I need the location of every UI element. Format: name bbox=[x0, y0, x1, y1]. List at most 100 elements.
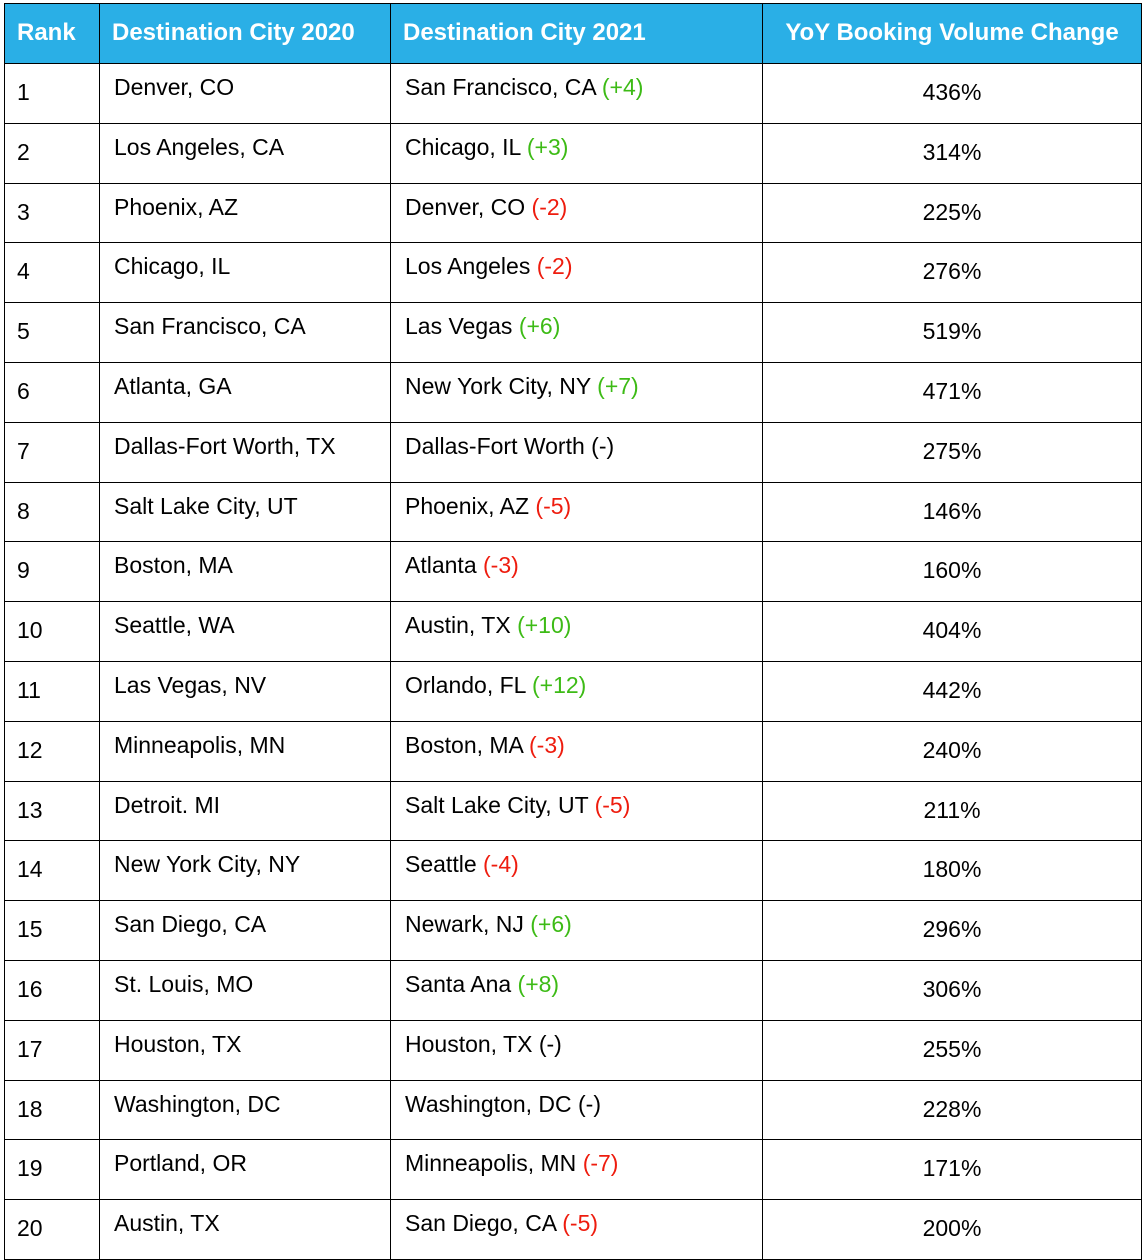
rank-change-badge: (+10) bbox=[517, 612, 572, 639]
rank-change-badge: (+6) bbox=[530, 911, 572, 938]
rank-change-badge: (+7) bbox=[597, 372, 639, 399]
yoy-change-cell: 404% bbox=[762, 601, 1142, 662]
city-2021-name: Phoenix, AZ bbox=[405, 492, 530, 519]
city-2020-cell: Atlanta, GA bbox=[99, 361, 391, 423]
city-2021-name: Boston, MA bbox=[405, 731, 523, 758]
city-2021-name: San Diego, CA bbox=[405, 1210, 556, 1237]
yoy-change-cell: 228% bbox=[762, 1079, 1142, 1141]
city-2020-cell: Las Vegas, NV bbox=[99, 660, 391, 722]
header-yoy-change: YoY Booking Volume Change bbox=[762, 3, 1142, 64]
table-row: 4 Chicago, IL Los Angeles (-2) 276% bbox=[4, 242, 1142, 304]
city-2021-name: Las Vegas bbox=[405, 313, 513, 340]
city-2021-cell: Las Vegas (+6) bbox=[390, 302, 763, 363]
city-2020-cell: Detroit. MI bbox=[99, 780, 391, 842]
yoy-change-cell: 276% bbox=[762, 242, 1142, 304]
city-2021-name: Washington, DC bbox=[405, 1090, 572, 1117]
rank-change-badge: (+4) bbox=[601, 74, 644, 100]
table-row: 11 Las Vegas, NV Orlando, FL (+12) 442% bbox=[4, 660, 1142, 722]
table-row: 14 New York City, NY Seattle (-4) 180% bbox=[4, 840, 1142, 902]
table-header: Rank Destination City 2020 Destination C… bbox=[4, 3, 1142, 64]
city-2021-name: Salt Lake City, UT bbox=[405, 791, 589, 818]
yoy-change-cell: 180% bbox=[762, 840, 1142, 902]
city-2021-cell: Boston, MA (-3) bbox=[390, 720, 763, 782]
city-2021-name: Austin, TX bbox=[405, 612, 511, 639]
header-row: Rank Destination City 2020 Destination C… bbox=[4, 3, 1142, 64]
rank-cell: 17 bbox=[4, 1019, 100, 1081]
rank-cell: 3 bbox=[4, 182, 100, 244]
rank-cell: 9 bbox=[4, 541, 100, 603]
yoy-change-cell: 200% bbox=[762, 1199, 1142, 1260]
city-2020-cell: Houston, TX bbox=[99, 1019, 391, 1081]
rank-cell: 20 bbox=[4, 1199, 100, 1260]
rank-cell: 16 bbox=[4, 959, 100, 1021]
rank-change-badge: (-2) bbox=[531, 193, 568, 220]
rank-cell: 19 bbox=[4, 1139, 100, 1201]
city-2021-name: Denver, CO bbox=[405, 193, 526, 220]
city-2021-cell: Newark, NJ (+6) bbox=[390, 900, 763, 961]
city-2020-cell: New York City, NY bbox=[99, 840, 391, 902]
table-row: 13 Detroit. MI Salt Lake City, UT (-5) 211% bbox=[4, 780, 1142, 842]
yoy-change-cell: 471% bbox=[762, 361, 1142, 423]
yoy-change-cell: 225% bbox=[762, 182, 1142, 244]
yoy-change-cell: 275% bbox=[762, 421, 1142, 483]
yoy-change-cell: 240% bbox=[762, 720, 1142, 782]
rank-cell: 2 bbox=[4, 122, 100, 184]
table-row: 10 Seattle, WA Austin, TX (+10) 404% bbox=[4, 601, 1142, 662]
table-row: 20 Austin, TX San Diego, CA (-5) 200% bbox=[4, 1199, 1142, 1260]
table-row: 8 Salt Lake City, UT Phoenix, AZ (-5) 146% bbox=[4, 481, 1142, 543]
city-2020-cell: Dallas-Fort Worth, TX bbox=[99, 421, 391, 483]
city-2020-cell: Austin, TX bbox=[99, 1199, 391, 1260]
city-2021-name: Newark, NJ bbox=[405, 911, 524, 938]
city-2021-cell: San Diego, CA (-5) bbox=[390, 1199, 763, 1260]
rank-change-badge: (+8) bbox=[517, 970, 560, 997]
city-2021-cell: Minneapolis, MN (-7) bbox=[390, 1139, 763, 1201]
yoy-change-cell: 519% bbox=[762, 302, 1142, 363]
rank-cell: 13 bbox=[4, 780, 100, 842]
destination-rankings-table: Rank Destination City 2020 Destination C… bbox=[4, 3, 1142, 1260]
city-2021-cell: New York City, NY (+7) bbox=[390, 361, 763, 423]
city-2021-cell: Dallas-Fort Worth (-) bbox=[390, 421, 763, 483]
city-2020-cell: Denver, CO bbox=[99, 63, 391, 124]
city-2020-cell: Washington, DC bbox=[99, 1079, 391, 1141]
table-row: 3 Phoenix, AZ Denver, CO (-2) 225% bbox=[4, 182, 1142, 244]
table-row: 6 Atlanta, GA New York City, NY (+7) 471% bbox=[4, 361, 1142, 423]
city-2021-cell: Orlando, FL (+12) bbox=[390, 660, 763, 722]
rank-change-badge: (-7) bbox=[582, 1150, 619, 1177]
city-2021-name: Santa Ana bbox=[405, 970, 512, 997]
yoy-change-cell: 211% bbox=[762, 780, 1142, 842]
rank-change-badge: (-5) bbox=[535, 492, 572, 519]
city-2021-cell: Chicago, IL (+3) bbox=[390, 122, 763, 184]
rank-change-badge: (+6) bbox=[518, 313, 561, 340]
yoy-change-cell: 314% bbox=[762, 122, 1142, 184]
city-2021-name: Minneapolis, MN bbox=[405, 1150, 577, 1177]
rank-change-badge: (-5) bbox=[562, 1210, 599, 1237]
city-2020-cell: San Francisco, CA bbox=[99, 302, 391, 363]
rank-change-badge: (-) bbox=[591, 432, 615, 459]
yoy-change-cell: 146% bbox=[762, 481, 1142, 543]
city-2021-cell: Houston, TX (-) bbox=[390, 1019, 763, 1081]
rank-cell: 1 bbox=[4, 63, 100, 124]
rank-cell: 4 bbox=[4, 242, 100, 304]
table-row: 16 St. Louis, MO Santa Ana (+8) 306% bbox=[4, 959, 1142, 1021]
city-2020-cell: Phoenix, AZ bbox=[99, 182, 391, 244]
yoy-change-cell: 255% bbox=[762, 1019, 1142, 1081]
yoy-change-cell: 296% bbox=[762, 900, 1142, 961]
header-rank: Rank bbox=[4, 3, 100, 64]
table-row: 18 Washington, DC Washington, DC (-) 228% bbox=[4, 1079, 1142, 1141]
city-2020-cell: San Diego, CA bbox=[99, 900, 391, 961]
yoy-change-cell: 160% bbox=[762, 541, 1142, 603]
city-2021-cell: Los Angeles (-2) bbox=[390, 242, 763, 304]
rank-change-badge: (-) bbox=[538, 1030, 562, 1057]
city-2021-name: Dallas-Fort Worth bbox=[405, 432, 585, 459]
rank-cell: 8 bbox=[4, 481, 100, 543]
city-2021-cell: Austin, TX (+10) bbox=[390, 601, 763, 662]
rank-cell: 18 bbox=[4, 1079, 100, 1141]
city-2021-cell: Salt Lake City, UT (-5) bbox=[390, 780, 763, 842]
city-2021-cell: San Francisco, CA (+4) bbox=[390, 63, 763, 124]
city-2021-name: Houston, TX bbox=[405, 1030, 533, 1057]
table-row: 19 Portland, OR Minneapolis, MN (-7) 171% bbox=[4, 1139, 1142, 1201]
header-city-2021: Destination City 2021 bbox=[390, 3, 763, 64]
city-2021-name: Orlando, FL bbox=[405, 671, 526, 698]
city-2020-cell: Seattle, WA bbox=[99, 601, 391, 662]
city-2020-cell: Portland, OR bbox=[99, 1139, 391, 1201]
